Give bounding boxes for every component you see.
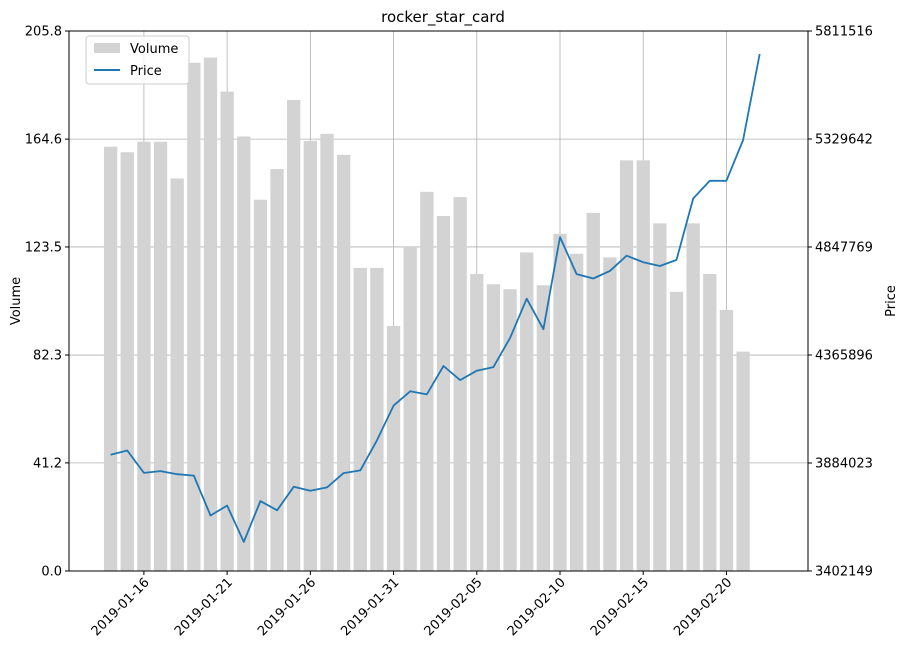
- volume-bar: [120, 152, 134, 571]
- volume-bar: [270, 169, 284, 571]
- volume-bar: [353, 267, 367, 571]
- legend: Volume Price: [85, 35, 190, 85]
- y2-tick-label: 5811516: [815, 25, 873, 40]
- volume-bar: [103, 146, 118, 571]
- volume-bar: [669, 291, 684, 571]
- volume-bar: [520, 252, 534, 571]
- volume-bar: [287, 100, 301, 572]
- volume-bar: [320, 133, 334, 571]
- volume-bar: [586, 212, 600, 571]
- volume-bar: [386, 325, 401, 571]
- y2-tick-label: 5329642: [815, 133, 873, 148]
- volume-bar: [336, 154, 351, 572]
- y-tick-label: 0.0: [41, 565, 62, 580]
- y-tick-label: 123.5: [25, 240, 62, 255]
- volume-bar: [420, 191, 434, 572]
- y2-tick-label: 4847769: [815, 241, 873, 256]
- volume-bar: [303, 140, 317, 571]
- volume-bar: [536, 285, 551, 571]
- volume-bar: [253, 199, 268, 571]
- volume-bar: [503, 289, 517, 571]
- volume-bar: [453, 197, 467, 571]
- volume-bar: [569, 253, 584, 571]
- y2-tick-label: 3884023: [815, 456, 873, 471]
- volume-bar: [636, 160, 650, 572]
- volume-bar: [603, 257, 617, 571]
- volume-bar: [370, 267, 384, 571]
- legend-volume-swatch: [94, 43, 120, 53]
- y-tick-label: 41.2: [33, 456, 62, 471]
- volume-bar: [237, 136, 251, 571]
- volume-bar: [203, 57, 218, 571]
- volume-bar: [403, 246, 417, 572]
- chart-title: rocker_star_card: [381, 8, 505, 27]
- y-axis-label: Volume: [9, 277, 24, 325]
- volume-bar: [137, 141, 151, 571]
- right-axis-ticks: 3402149 3884023 4365896 4847769 5329642 58115…: [808, 25, 873, 580]
- volume-bar: [187, 62, 201, 572]
- volume-bar: [153, 141, 168, 571]
- volume-bar: [436, 215, 451, 572]
- volume-bar: [170, 178, 184, 571]
- price-line-group: [110, 53, 761, 543]
- y-tick-label: 205.8: [25, 25, 62, 40]
- legend-volume-label: Volume: [130, 42, 178, 57]
- y-tick-label: 164.6: [25, 133, 62, 148]
- plot-frame: [68, 30, 809, 572]
- volume-bars: [103, 57, 750, 572]
- volume-bar: [719, 309, 734, 571]
- volume-bar: [703, 273, 717, 571]
- left-axis-ticks: 0.0 41.2 82.3 123.5 164.6 205.8: [25, 25, 69, 580]
- volume-bar: [736, 351, 750, 571]
- y-tick-label: 82.3: [33, 349, 62, 364]
- volume-bar: [686, 223, 700, 571]
- volume-bar: [470, 273, 484, 571]
- volume-bar: [653, 223, 667, 571]
- y2-axis-label: Price: [884, 285, 899, 317]
- volume-bar: [619, 160, 634, 572]
- volume-bar: [553, 233, 567, 571]
- y2-tick-label: 3402149: [815, 565, 873, 580]
- legend-price-label: Price: [130, 64, 162, 79]
- volume-bar: [220, 91, 234, 571]
- y2-tick-label: 4365896: [815, 348, 873, 363]
- volume-bar: [486, 284, 501, 571]
- price-line: [110, 53, 761, 543]
